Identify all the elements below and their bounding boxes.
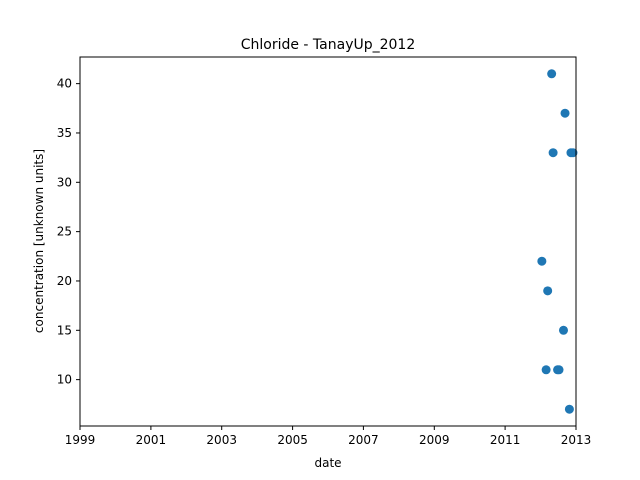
- data-point: [568, 148, 578, 158]
- y-axis-ticks: 10 15 20 25 30 35 40: [57, 77, 80, 387]
- y-tick-label: 35: [57, 126, 72, 140]
- data-point: [548, 148, 558, 158]
- data-point: [558, 325, 568, 335]
- data-point: [554, 365, 564, 375]
- data-point: [547, 69, 557, 79]
- y-tick-label: 25: [57, 225, 72, 239]
- y-tick-label: 10: [57, 373, 72, 387]
- chart-title: Chloride - TanayUp_2012: [241, 37, 416, 53]
- data-point: [543, 286, 553, 296]
- x-tick-label: 2013: [561, 433, 592, 447]
- x-tick-label: 2001: [136, 433, 167, 447]
- data-point: [564, 404, 574, 414]
- data-points: [537, 69, 578, 414]
- plot-frame: [79, 56, 577, 427]
- x-tick-label: 2009: [419, 433, 450, 447]
- x-axis-ticks: 1999 2001 2003 2005 2007 2009 2011 2013: [65, 426, 592, 447]
- x-tick-label: 1999: [65, 433, 96, 447]
- y-tick-label: 30: [57, 175, 72, 189]
- data-point: [541, 365, 551, 375]
- y-axis-label: concentration [unknown units]: [32, 149, 46, 333]
- y-tick-label: 20: [57, 274, 72, 288]
- y-tick-label: 15: [57, 323, 72, 337]
- y-tick-label: 40: [57, 77, 72, 91]
- x-tick-label: 2011: [490, 433, 521, 447]
- data-point: [537, 256, 547, 266]
- x-axis-label: date: [314, 456, 341, 470]
- x-tick-label: 2007: [348, 433, 379, 447]
- x-tick-label: 2005: [277, 433, 308, 447]
- x-tick-label: 2003: [206, 433, 237, 447]
- data-point: [560, 108, 570, 118]
